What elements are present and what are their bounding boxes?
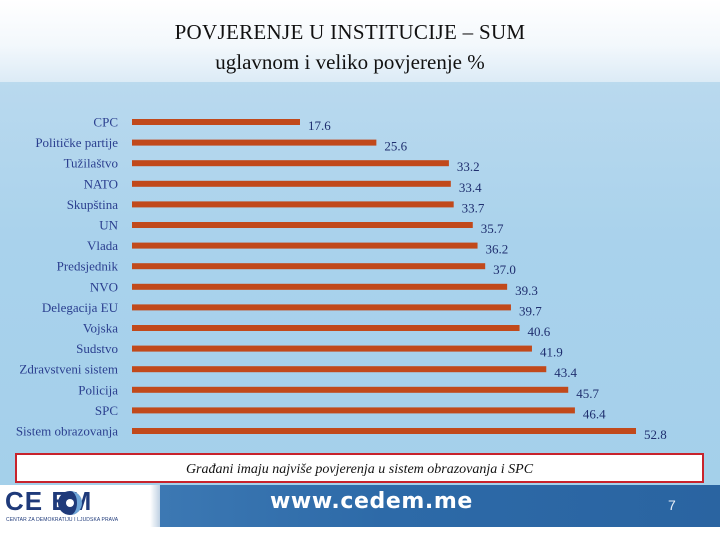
footer-band: www.cedem.me 7 (160, 485, 720, 527)
bar-cpc (132, 119, 300, 125)
value-label-tuzilastvo: 33.2 (457, 159, 480, 174)
category-label-cpc: CPC (93, 115, 118, 130)
category-label-policija: Policija (78, 382, 118, 397)
bar-un (132, 222, 473, 228)
value-label-vlada: 36.2 (486, 242, 509, 257)
category-label-skupstina: Skupština (67, 197, 119, 212)
category-label-vojska: Vojska (83, 321, 118, 336)
category-label-sistem-obrazovanja: Sistem obrazovanja (16, 424, 118, 439)
value-label-skupstina: 33.7 (462, 200, 485, 215)
bar-delegacija-eu (132, 304, 511, 311)
value-label-spc: 46.4 (583, 406, 606, 421)
bar-zdravstveni-sistem (132, 366, 547, 373)
category-label-tuzilastvo: Tužilaštvo (64, 156, 118, 171)
value-label-politicke-partije: 25.6 (384, 139, 407, 154)
conclusion-box: Građani imaju najviše povjerenja u siste… (15, 453, 704, 483)
category-label-politicke-partije: Političke partije (35, 135, 118, 150)
value-label-sistem-obrazovanja: 52.8 (644, 427, 667, 442)
value-label-zdravstveni-sistem: 43.4 (554, 365, 577, 380)
bar-policija (132, 386, 569, 393)
category-label-nato: NATO (84, 176, 118, 191)
chart-title: POVJERENJE U INSTITUCIJE – SUM (174, 20, 526, 44)
category-label-predsjednik: Predsjednik (57, 259, 119, 274)
category-label-vlada: Vlada (87, 238, 118, 253)
logo-subtext: CENTAR ZA DEMOKRATIJU I LJUDSKA PRAVA (6, 517, 119, 523)
bar-predsjednik (132, 263, 486, 270)
category-label-nvo: NVO (90, 279, 118, 294)
category-label-spc: SPC (95, 403, 118, 418)
bar-vlada (132, 242, 478, 249)
value-label-nato: 33.4 (459, 180, 482, 195)
bar-sudstvo (132, 345, 532, 352)
bar-sistem-obrazovanja (132, 428, 636, 434)
value-label-predsjednik: 37.0 (493, 262, 516, 277)
page-number: 7 (668, 497, 676, 513)
bar-spc (132, 407, 575, 414)
category-label-un: UN (99, 218, 118, 233)
value-label-vojska: 40.6 (528, 324, 551, 339)
bar-politicke-partije (132, 139, 377, 146)
footer: CE EM CENTAR ZA DEMOKRATIJU I LJUDSKA PR… (0, 485, 720, 540)
category-label-delegacija-eu: Delegacija EU (42, 300, 119, 315)
slide-header: POVJERENJE U INSTITUCIJE – SUM uglavnom … (0, 0, 720, 82)
bar-chart: CPC 17.6 Političke partije 25.6 Tužilaštvo 33… (16, 115, 667, 443)
category-label-sudstvo: Sudstvo (76, 341, 118, 356)
chart-area: CPC 17.6 Političke partije 25.6 Tužilaštvo 33… (0, 100, 720, 445)
cedem-logo: CE EM CENTAR ZA DEMOKRATIJU I LJUDSKA PR… (5, 486, 145, 530)
category-label-zdravstveni-sistem: Zdravstveni sistem (19, 362, 118, 377)
bar-nvo (132, 283, 508, 290)
value-label-nvo: 39.3 (515, 283, 538, 298)
logo-emblem-icon (58, 491, 82, 515)
website-link[interactable]: www.cedem.me (270, 489, 473, 514)
value-label-un: 35.7 (481, 221, 504, 236)
chart-subtitle: uglavnom i veliko povjerenje % (215, 50, 485, 74)
bar-tuzilastvo (132, 160, 449, 167)
value-label-cpc: 17.6 (308, 118, 331, 133)
bar-vojska (132, 325, 520, 331)
value-label-sudstvo: 41.9 (540, 345, 563, 360)
bar-nato (132, 180, 451, 187)
value-label-delegacija-eu: 39.7 (519, 303, 542, 318)
value-label-policija: 45.7 (576, 386, 599, 401)
bar-skupstina (132, 201, 454, 208)
conclusion-text: Građani imaju najviše povjerenja u siste… (185, 462, 534, 477)
